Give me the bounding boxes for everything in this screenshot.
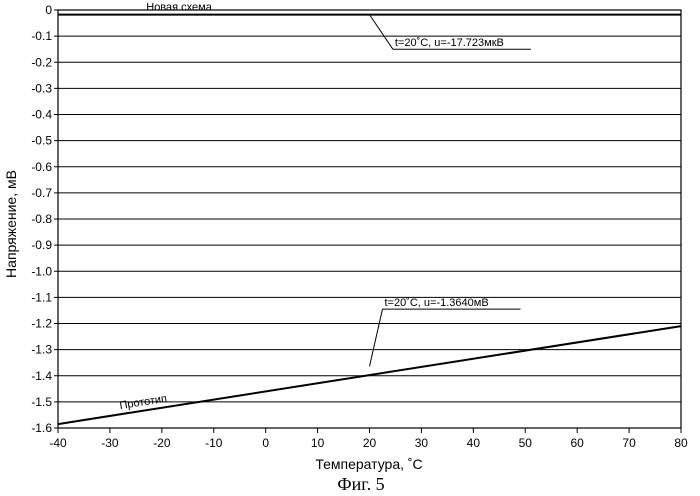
y-tick-label: -0.6 xyxy=(31,160,52,174)
y-tick-label: -0.9 xyxy=(31,238,52,252)
y-tick-label: -1.3 xyxy=(31,343,52,357)
annotation-text: t=20˚C, u=-17.723мкВ xyxy=(395,37,504,49)
x-tick-label: 10 xyxy=(311,436,325,450)
x-axis-title: Температура, ˚С xyxy=(315,456,422,472)
y-tick-label: -0.8 xyxy=(31,212,52,226)
tick-labels: -40 -30 -20 -10 0 10 20 30 40 50 60 70 80 0 -0.1 -0.2 -0… xyxy=(31,3,688,450)
y-tick-label: -1.2 xyxy=(31,317,52,331)
series-line xyxy=(58,326,681,424)
annotation-leader xyxy=(370,15,393,50)
x-tick-label: 40 xyxy=(467,436,481,450)
x-tick-label: 50 xyxy=(519,436,533,450)
x-tick-label: 0 xyxy=(262,436,269,450)
y-tick-label: -0.7 xyxy=(31,186,52,200)
series: Новая схема Прототип xyxy=(58,2,681,424)
y-tick-label: -0.2 xyxy=(31,55,52,69)
x-tick-label: 80 xyxy=(674,436,688,450)
y-tick-label: -1.4 xyxy=(31,369,52,383)
axes xyxy=(54,10,681,433)
y-tick-label: -1.6 xyxy=(31,421,52,435)
y-tick-label: -0.5 xyxy=(31,134,52,148)
series-label: Прототип xyxy=(119,393,168,412)
y-tick-label: 0 xyxy=(45,3,52,17)
y-tick-label: -1.5 xyxy=(31,395,52,409)
x-tick-label: -10 xyxy=(205,436,223,450)
series-label: Новая схема xyxy=(146,2,212,14)
x-tick-label: 20 xyxy=(363,436,377,450)
x-tick-label: 30 xyxy=(415,436,429,450)
y-tick-label: -0.4 xyxy=(31,108,52,122)
y-tick-label: -1.0 xyxy=(31,264,52,278)
y-tick-label: -0.1 xyxy=(31,29,52,43)
annotation-text: t=20˚C, u=-1.3640мВ xyxy=(384,297,488,309)
y-tick-label: -1.1 xyxy=(31,290,52,304)
x-tick-label: 70 xyxy=(622,436,636,450)
annotation-leader xyxy=(370,309,383,366)
x-tick-label: 60 xyxy=(570,436,584,450)
y-tick-label: -0.3 xyxy=(31,81,52,95)
annotations: t=20˚C, u=-17.723мкВ t=20˚C, u=-1.3640мВ xyxy=(370,15,531,367)
figure-caption: Фиг. 5 xyxy=(337,474,384,494)
x-tick-label: -30 xyxy=(101,436,119,450)
x-tick-label: -40 xyxy=(49,436,67,450)
x-tick-label: -20 xyxy=(153,436,171,450)
y-axis-title: Напряжение, мВ xyxy=(3,170,19,278)
